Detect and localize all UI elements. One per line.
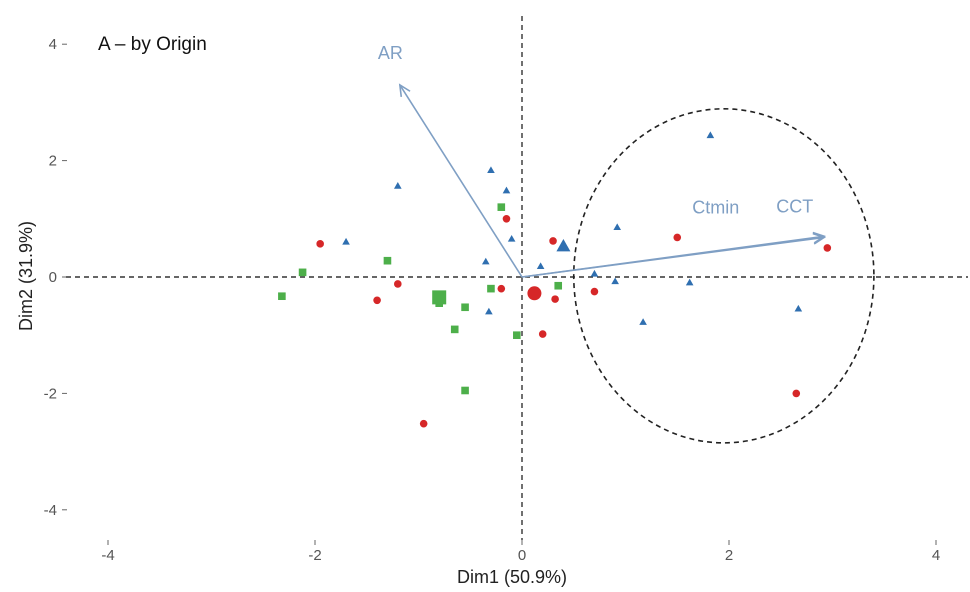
axes: -4 -2 0 2 4 -4 -2 0 2 4 <box>44 36 941 564</box>
y-tick-label: -4 <box>44 502 57 519</box>
circle-point <box>373 296 381 305</box>
y-axis-title: Dim2 (31.9%) <box>16 221 36 331</box>
circle-point <box>549 237 557 245</box>
square-point <box>513 331 521 339</box>
triangle-point <box>507 234 516 242</box>
x-tick-label: 4 <box>932 547 940 564</box>
square-point <box>461 386 469 395</box>
circle-point <box>394 280 402 288</box>
vector-label-cct: CCT <box>776 196 813 216</box>
x-axis-title: Dim1 (50.9%) <box>457 567 567 587</box>
triangle-point <box>639 318 647 325</box>
triangle-point <box>481 257 490 265</box>
square-point <box>461 303 469 312</box>
square-point <box>298 268 307 277</box>
triangle-point <box>611 277 619 285</box>
ellipse <box>572 108 875 444</box>
vector-label-ctmin: Ctmin <box>692 197 739 217</box>
circle-point <box>823 244 832 252</box>
triangle-centroid <box>556 239 571 252</box>
triangle-point <box>502 186 511 194</box>
triangle-point <box>536 262 545 270</box>
circle-point <box>497 284 506 293</box>
circle-point <box>502 215 511 223</box>
vector-cct-head <box>812 231 827 244</box>
circle-point <box>673 233 682 242</box>
triangle-point <box>342 237 350 245</box>
circle-point <box>551 295 559 303</box>
x-tick-label: 0 <box>518 547 526 564</box>
vector-ar-head <box>398 83 411 97</box>
confidence-ellipse <box>572 108 875 444</box>
square-point <box>497 203 506 211</box>
vector-label-ar: AR <box>378 43 403 63</box>
circle-point <box>538 330 547 338</box>
triangle-point <box>485 307 493 315</box>
x-tick-label: -4 <box>101 547 114 564</box>
triangle-point <box>590 269 599 277</box>
vector-cct-shaft <box>521 235 825 278</box>
observation-points <box>278 131 832 428</box>
square-point <box>554 281 563 290</box>
square-point <box>278 292 286 301</box>
square-point <box>450 325 459 334</box>
triangle-point <box>487 166 495 174</box>
triangle-point <box>613 223 622 231</box>
x-tick-label: 2 <box>725 547 733 564</box>
circle-point <box>792 389 801 398</box>
square-centroid <box>432 290 447 305</box>
vector-ctmin-head <box>812 232 827 245</box>
y-tick-label: -2 <box>44 385 57 402</box>
triangle-point <box>794 304 803 312</box>
circle-centroid <box>527 286 542 301</box>
circle-point <box>590 287 599 296</box>
triangle-point <box>685 278 694 286</box>
y-tick-label: 0 <box>49 269 57 286</box>
x-tick-label: -2 <box>308 547 321 564</box>
vector-ar-shaft <box>399 84 523 278</box>
circle-point <box>316 240 324 248</box>
variable-vectors: AR Ctmin CCT <box>378 43 827 278</box>
circle-point <box>419 419 428 428</box>
reference-lines <box>66 16 968 540</box>
triangle-point <box>394 182 402 189</box>
triangle-point <box>706 131 715 139</box>
y-tick-label: 4 <box>49 36 57 53</box>
y-tick-label: 2 <box>49 153 57 170</box>
chart-title: A – by Origin <box>98 34 207 55</box>
square-point <box>383 256 392 265</box>
square-point <box>487 284 495 293</box>
